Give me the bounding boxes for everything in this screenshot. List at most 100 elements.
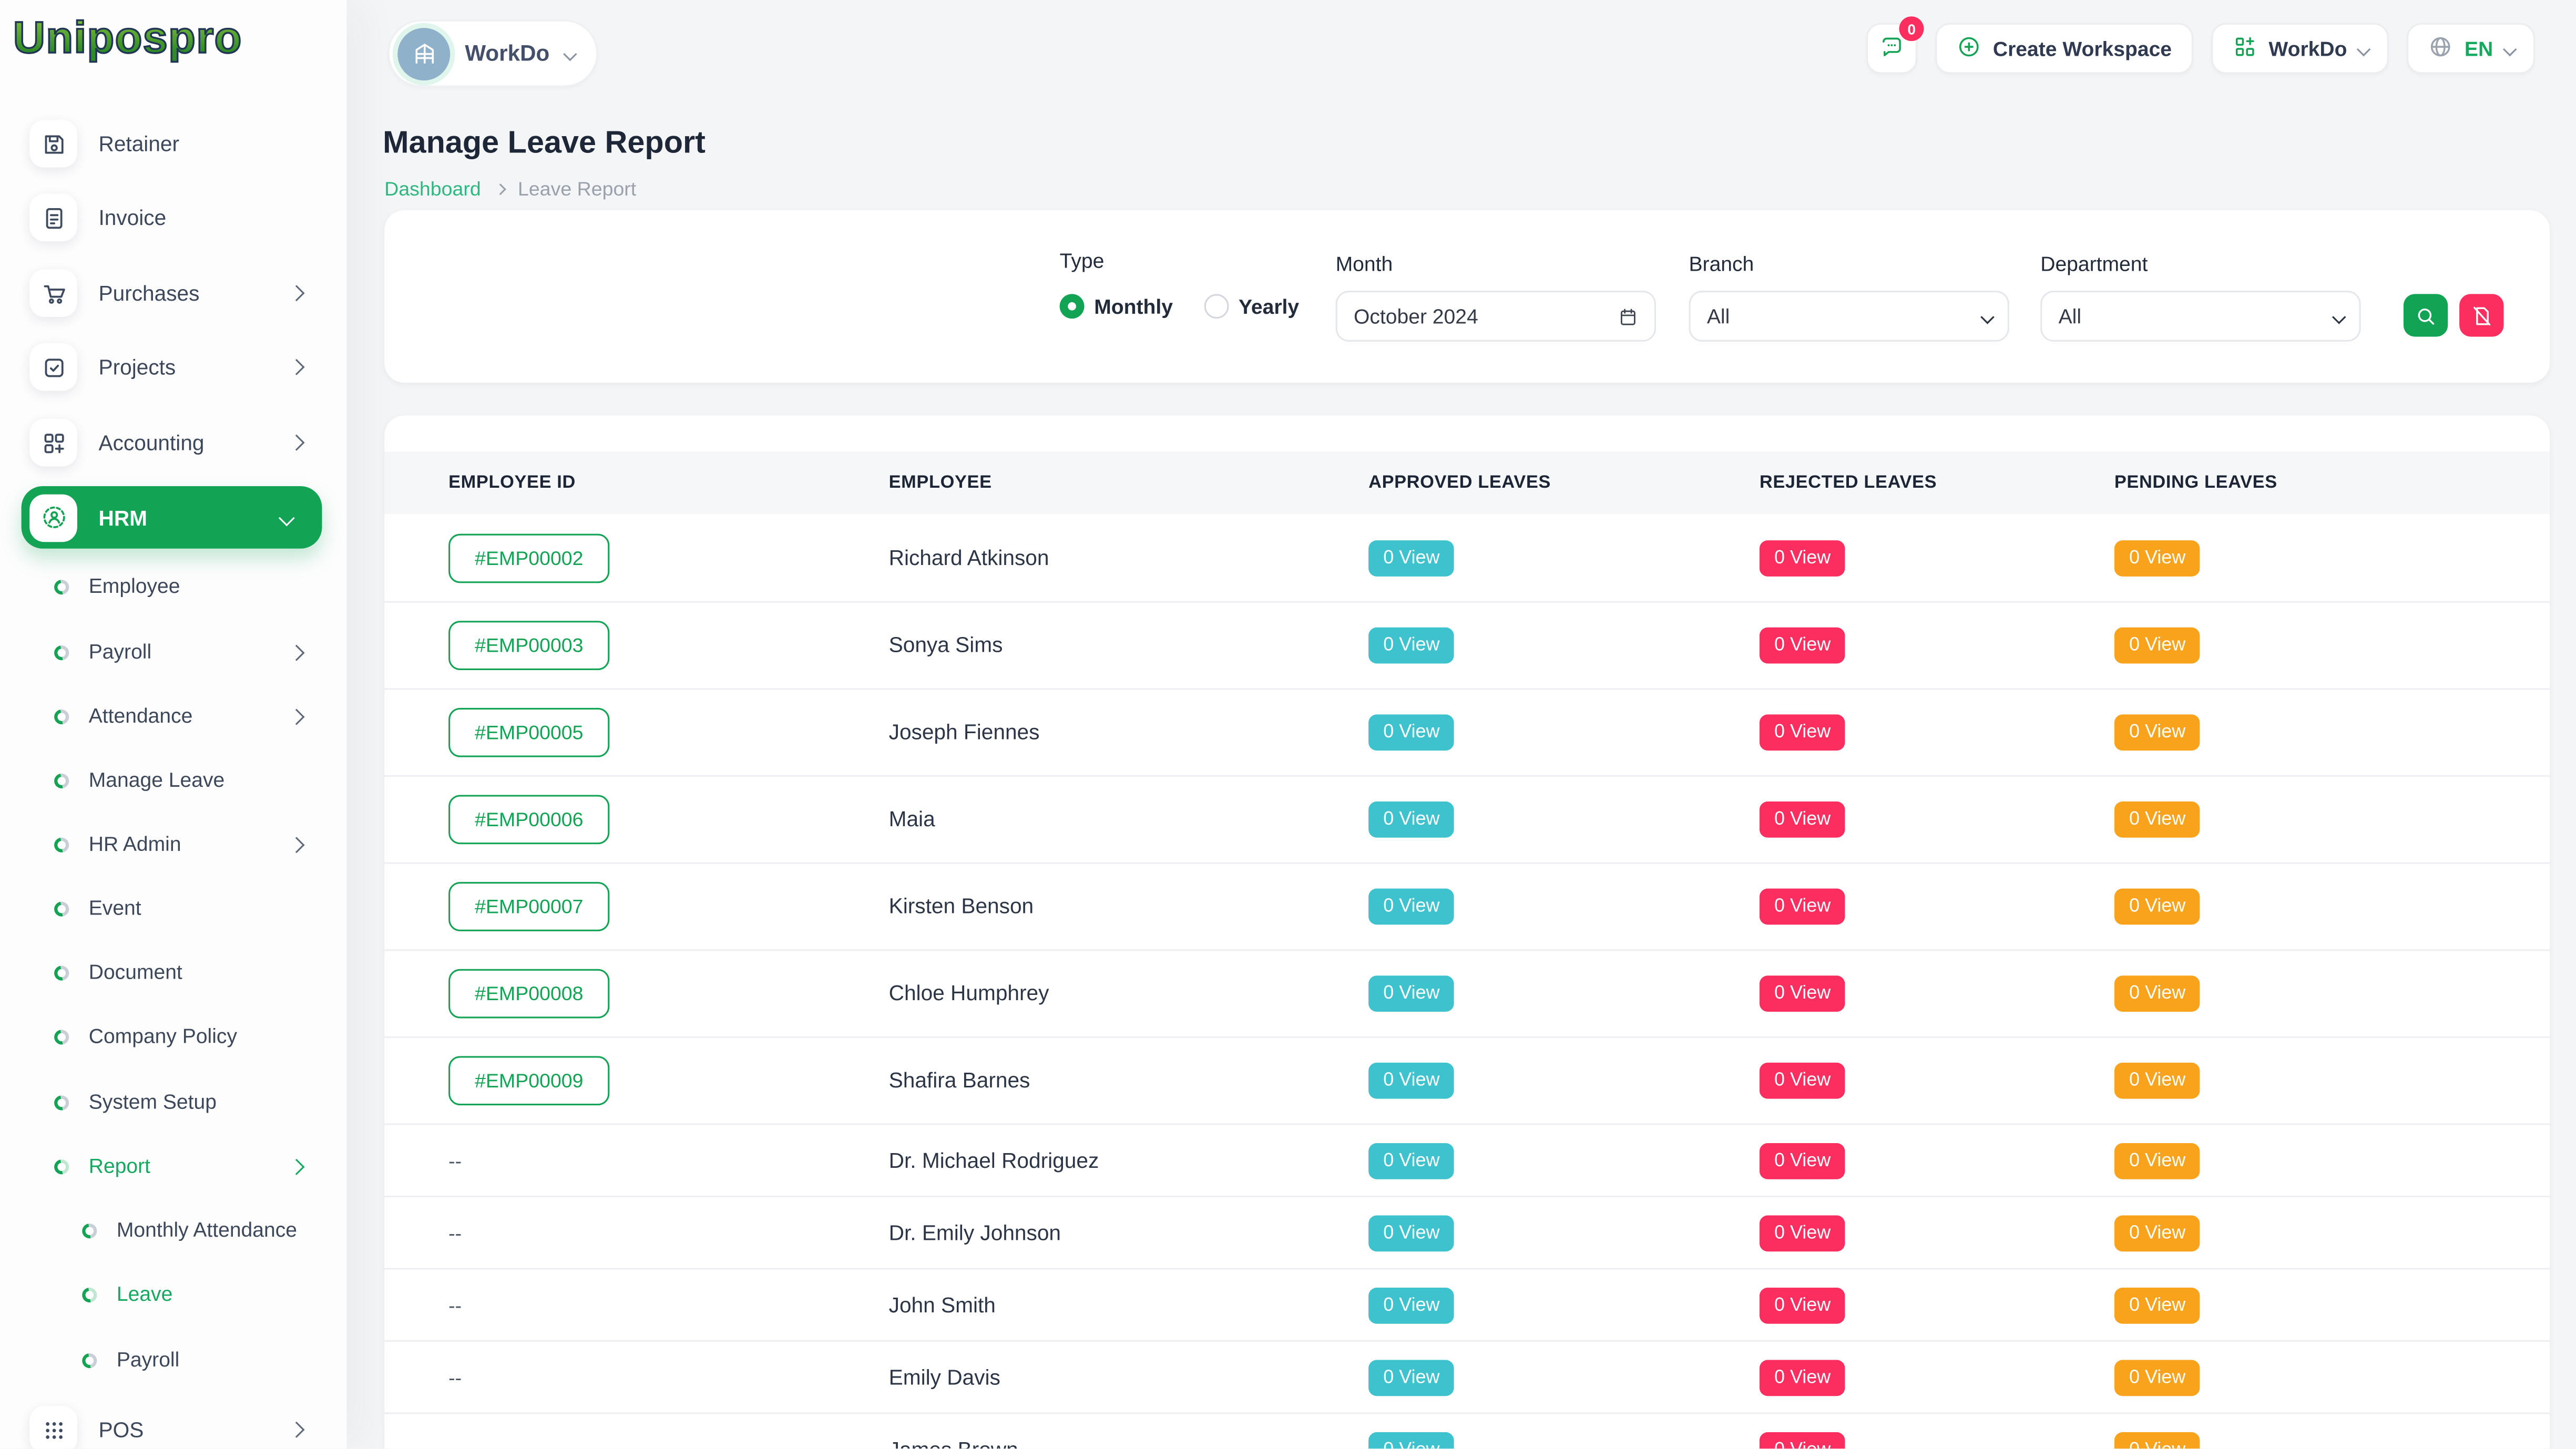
table-row: #EMP00006 Maia 0 View 0 View 0 View bbox=[384, 775, 2550, 862]
pending-leaves-view-button[interactable]: 0 View bbox=[2114, 540, 2200, 576]
pending-leaves-cell: 0 View bbox=[2114, 1359, 2550, 1395]
radio-monthly[interactable]: Monthly bbox=[1060, 294, 1173, 318]
app-switcher-label: WorkDo bbox=[2268, 37, 2347, 60]
rejected-leaves-view-button[interactable]: 0 View bbox=[1760, 975, 1845, 1012]
rejected-leaves-view-button[interactable]: 0 View bbox=[1760, 1431, 1845, 1448]
approved-leaves-view-button[interactable]: 0 View bbox=[1368, 975, 1454, 1012]
employee-name-cell: Richard Atkinson bbox=[889, 543, 1369, 572]
employee-id-badge[interactable]: #EMP00002 bbox=[448, 533, 609, 582]
pending-leaves-view-button[interactable]: 0 View bbox=[2114, 1431, 2200, 1448]
radio-yearly[interactable]: Yearly bbox=[1204, 294, 1299, 318]
brand-logo[interactable]: Unipospro bbox=[13, 13, 242, 64]
rejected-leaves-view-button[interactable]: 0 View bbox=[1760, 1142, 1845, 1178]
sidebar-item-document[interactable]: Document bbox=[0, 953, 346, 992]
employee-name: Maia bbox=[889, 806, 935, 831]
employee-id-badge[interactable]: #EMP00003 bbox=[448, 621, 609, 670]
workspace-switcher[interactable]: WorkDo bbox=[388, 20, 597, 87]
sidebar-item-report[interactable]: Report bbox=[0, 1146, 346, 1186]
pending-leaves-cell: 0 View bbox=[2114, 1063, 2550, 1099]
approved-leaves-view-button[interactable]: 0 View bbox=[1368, 1215, 1454, 1251]
employee-id-cell: #EMP00009 bbox=[448, 1056, 889, 1105]
sidebar-item-attendance[interactable]: Attendance bbox=[0, 696, 346, 736]
sidebar-item-pos[interactable]: POS bbox=[0, 1406, 346, 1448]
employee-name-cell: Emily Davis bbox=[889, 1362, 1369, 1392]
sidebar-item-company-policy[interactable]: Company Policy bbox=[0, 1016, 346, 1056]
rejected-leaves-view-button[interactable]: 0 View bbox=[1760, 801, 1845, 838]
reset-button[interactable] bbox=[2459, 294, 2503, 336]
bullet-icon bbox=[52, 1026, 72, 1046]
language-button[interactable]: EN bbox=[2407, 23, 2535, 74]
sidebar-item-monthly-attendance[interactable]: Monthly Attendance bbox=[0, 1210, 346, 1250]
chevron-right-icon bbox=[289, 644, 305, 660]
sidebar-item-projects[interactable]: Projects bbox=[0, 343, 346, 391]
rejected-leaves-view-button[interactable]: 0 View bbox=[1760, 889, 1845, 925]
employee-id-badge[interactable]: #EMP00007 bbox=[448, 882, 609, 931]
branch-select[interactable]: All bbox=[1689, 291, 2009, 342]
radio-monthly-control[interactable] bbox=[1060, 294, 1085, 318]
employee-id-badge[interactable]: #EMP00008 bbox=[448, 969, 609, 1019]
rejected-leaves-view-button[interactable]: 0 View bbox=[1760, 1287, 1845, 1323]
radio-yearly-control[interactable] bbox=[1204, 294, 1229, 318]
approved-leaves-view-button[interactable]: 0 View bbox=[1368, 540, 1454, 576]
sidebar-item-system-setup[interactable]: System Setup bbox=[0, 1082, 346, 1122]
pending-leaves-view-button[interactable]: 0 View bbox=[2114, 1215, 2200, 1251]
pending-leaves-view-button[interactable]: 0 View bbox=[2114, 801, 2200, 838]
accounting-icon bbox=[29, 419, 77, 467]
projects-icon bbox=[29, 343, 77, 391]
table-row: -- John Smith 0 View 0 View 0 View bbox=[384, 1268, 2550, 1341]
sidebar-item-hr-admin[interactable]: HR Admin bbox=[0, 825, 346, 864]
employee-id-badge[interactable]: #EMP00006 bbox=[448, 795, 609, 845]
employee-id-badge[interactable]: #EMP00009 bbox=[448, 1056, 609, 1105]
breadcrumb-dashboard[interactable]: Dashboard bbox=[384, 178, 481, 201]
employee-id-empty: -- bbox=[448, 1438, 462, 1448]
department-select[interactable]: All bbox=[2040, 291, 2360, 342]
approved-leaves-view-button[interactable]: 0 View bbox=[1368, 1359, 1454, 1395]
approved-leaves-view-button[interactable]: 0 View bbox=[1368, 801, 1454, 838]
rejected-leaves-view-button[interactable]: 0 View bbox=[1760, 1063, 1845, 1099]
pending-leaves-view-button[interactable]: 0 View bbox=[2114, 1063, 2200, 1099]
approved-leaves-view-button[interactable]: 0 View bbox=[1368, 1431, 1454, 1448]
pending-leaves-view-button[interactable]: 0 View bbox=[2114, 714, 2200, 751]
pending-leaves-view-button[interactable]: 0 View bbox=[2114, 628, 2200, 664]
employee-id-badge[interactable]: #EMP00005 bbox=[448, 708, 609, 757]
rejected-leaves-view-button[interactable]: 0 View bbox=[1760, 1215, 1845, 1251]
chevron-down-icon bbox=[2357, 42, 2369, 55]
sidebar-item-hrm[interactable]: HRM bbox=[22, 486, 322, 549]
sidebar-item-payroll[interactable]: Payroll bbox=[0, 1340, 346, 1380]
rejected-leaves-view-button[interactable]: 0 View bbox=[1760, 1359, 1845, 1395]
approved-leaves-view-button[interactable]: 0 View bbox=[1368, 628, 1454, 664]
sidebar-item-purchases[interactable]: Purchases bbox=[0, 270, 346, 317]
rejected-leaves-view-button[interactable]: 0 View bbox=[1760, 628, 1845, 664]
approved-leaves-view-button[interactable]: 0 View bbox=[1368, 1142, 1454, 1178]
pending-leaves-view-button[interactable]: 0 View bbox=[2114, 1359, 2200, 1395]
table-row: #EMP00003 Sonya Sims 0 View 0 View 0 Vie… bbox=[384, 601, 2550, 688]
rejected-leaves-cell: 0 View bbox=[1760, 628, 2114, 664]
pending-leaves-view-button[interactable]: 0 View bbox=[2114, 889, 2200, 925]
sidebar-item-event[interactable]: Event bbox=[0, 889, 346, 928]
sidebar-item-manage-leave[interactable]: Manage Leave bbox=[0, 761, 346, 800]
rejected-leaves-view-button[interactable]: 0 View bbox=[1760, 540, 1845, 576]
sidebar-item-retainer[interactable]: Retainer bbox=[0, 120, 346, 168]
sidebar-item-accounting[interactable]: Accounting bbox=[0, 419, 346, 467]
approved-leaves-view-button[interactable]: 0 View bbox=[1368, 1063, 1454, 1099]
approved-leaves-view-button[interactable]: 0 View bbox=[1368, 714, 1454, 751]
invoice-icon bbox=[29, 194, 77, 242]
pending-leaves-view-button[interactable]: 0 View bbox=[2114, 1142, 2200, 1178]
sidebar-item-employee[interactable]: Employee bbox=[0, 567, 346, 606]
sidebar-item-leave[interactable]: Leave bbox=[0, 1275, 346, 1314]
app-switcher-button[interactable]: WorkDo bbox=[2211, 23, 2389, 74]
month-input[interactable]: October 2024 bbox=[1336, 291, 1656, 342]
pending-leaves-view-button[interactable]: 0 View bbox=[2114, 1287, 2200, 1323]
rejected-leaves-view-button[interactable]: 0 View bbox=[1760, 714, 1845, 751]
messages-button[interactable]: 0 bbox=[1866, 23, 1917, 74]
sidebar-item-invoice[interactable]: Invoice bbox=[0, 194, 346, 242]
sidebar-item-payroll[interactable]: Payroll bbox=[0, 632, 346, 672]
create-workspace-button[interactable]: Create Workspace bbox=[1935, 23, 2193, 74]
approved-leaves-view-button[interactable]: 0 View bbox=[1368, 889, 1454, 925]
approved-leaves-view-button[interactable]: 0 View bbox=[1368, 1287, 1454, 1323]
employee-id-cell: #EMP00008 bbox=[448, 969, 889, 1019]
pending-leaves-cell: 0 View bbox=[2114, 1142, 2550, 1178]
pending-leaves-view-button[interactable]: 0 View bbox=[2114, 975, 2200, 1012]
chevron-right-icon bbox=[289, 708, 305, 724]
search-button[interactable] bbox=[2404, 294, 2448, 336]
